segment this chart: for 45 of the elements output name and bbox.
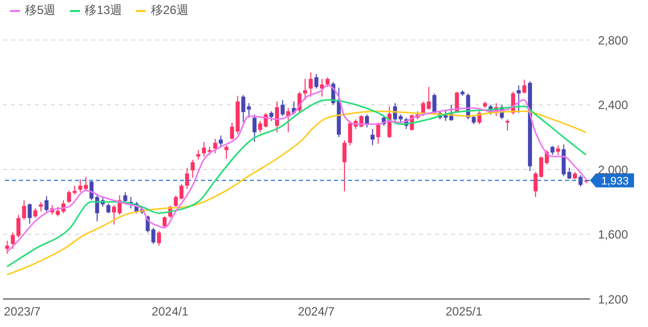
legend-label: 移5週 xyxy=(25,2,56,19)
x-tick-label: 2024/1 xyxy=(152,304,189,319)
candlestick xyxy=(162,216,167,228)
y-tick-label: 2,800 xyxy=(598,33,628,48)
candlestick xyxy=(426,86,431,110)
candlestick xyxy=(269,110,274,122)
x-tick-label: 2025/1 xyxy=(446,304,483,319)
candlestick xyxy=(190,159,195,178)
candlestick xyxy=(505,118,510,132)
candlestick xyxy=(258,120,262,133)
candlestick xyxy=(106,202,110,214)
candlestick xyxy=(326,76,330,88)
candlestick xyxy=(275,101,280,133)
candlestick xyxy=(308,72,313,98)
legend-label: 移26週 xyxy=(151,2,188,19)
candlestick xyxy=(342,140,346,192)
candlestick xyxy=(224,144,228,160)
candlestick xyxy=(516,84,521,114)
candlestick xyxy=(151,227,156,244)
y-tick-label: 2,000 xyxy=(598,162,628,177)
y-tick-label: 1,600 xyxy=(598,228,628,242)
candlestick xyxy=(5,240,10,254)
candlestick xyxy=(33,208,38,219)
candlestick xyxy=(556,144,560,156)
candlestick xyxy=(185,167,190,190)
candlestick xyxy=(156,230,161,246)
candlestick xyxy=(567,167,572,180)
candlestick xyxy=(28,202,32,224)
x-tick-label: 2024/7 xyxy=(298,304,335,319)
ref-line-label: 1,933 xyxy=(601,175,629,188)
candlestick xyxy=(218,135,223,148)
candlestick xyxy=(370,128,375,146)
y-tick-label: 2,400 xyxy=(598,98,628,112)
candlestick xyxy=(252,114,257,142)
candlestick xyxy=(44,196,49,212)
candlestick xyxy=(213,138,218,154)
x-tick-label: 2023/7 xyxy=(4,304,41,319)
candlestick xyxy=(303,78,308,100)
y-tick-label: 1,200 xyxy=(598,292,628,306)
legend-label: 移13週 xyxy=(84,2,122,19)
candlestick xyxy=(522,79,526,94)
candlestick xyxy=(22,200,26,220)
candlestick xyxy=(196,150,200,160)
candlestick xyxy=(314,73,318,90)
candlestick xyxy=(280,99,285,117)
